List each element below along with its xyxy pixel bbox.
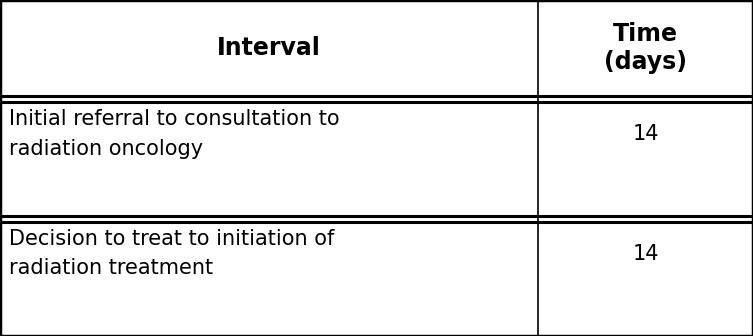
Text: Time
(days): Time (days) [604, 22, 687, 74]
Text: Decision to treat to initiation of
radiation treatment: Decision to treat to initiation of radia… [9, 229, 334, 279]
Text: Interval: Interval [218, 36, 321, 60]
Text: 14: 14 [633, 244, 659, 264]
Text: 14: 14 [633, 124, 659, 144]
Text: Initial referral to consultation to
radiation oncology: Initial referral to consultation to radi… [9, 109, 340, 159]
